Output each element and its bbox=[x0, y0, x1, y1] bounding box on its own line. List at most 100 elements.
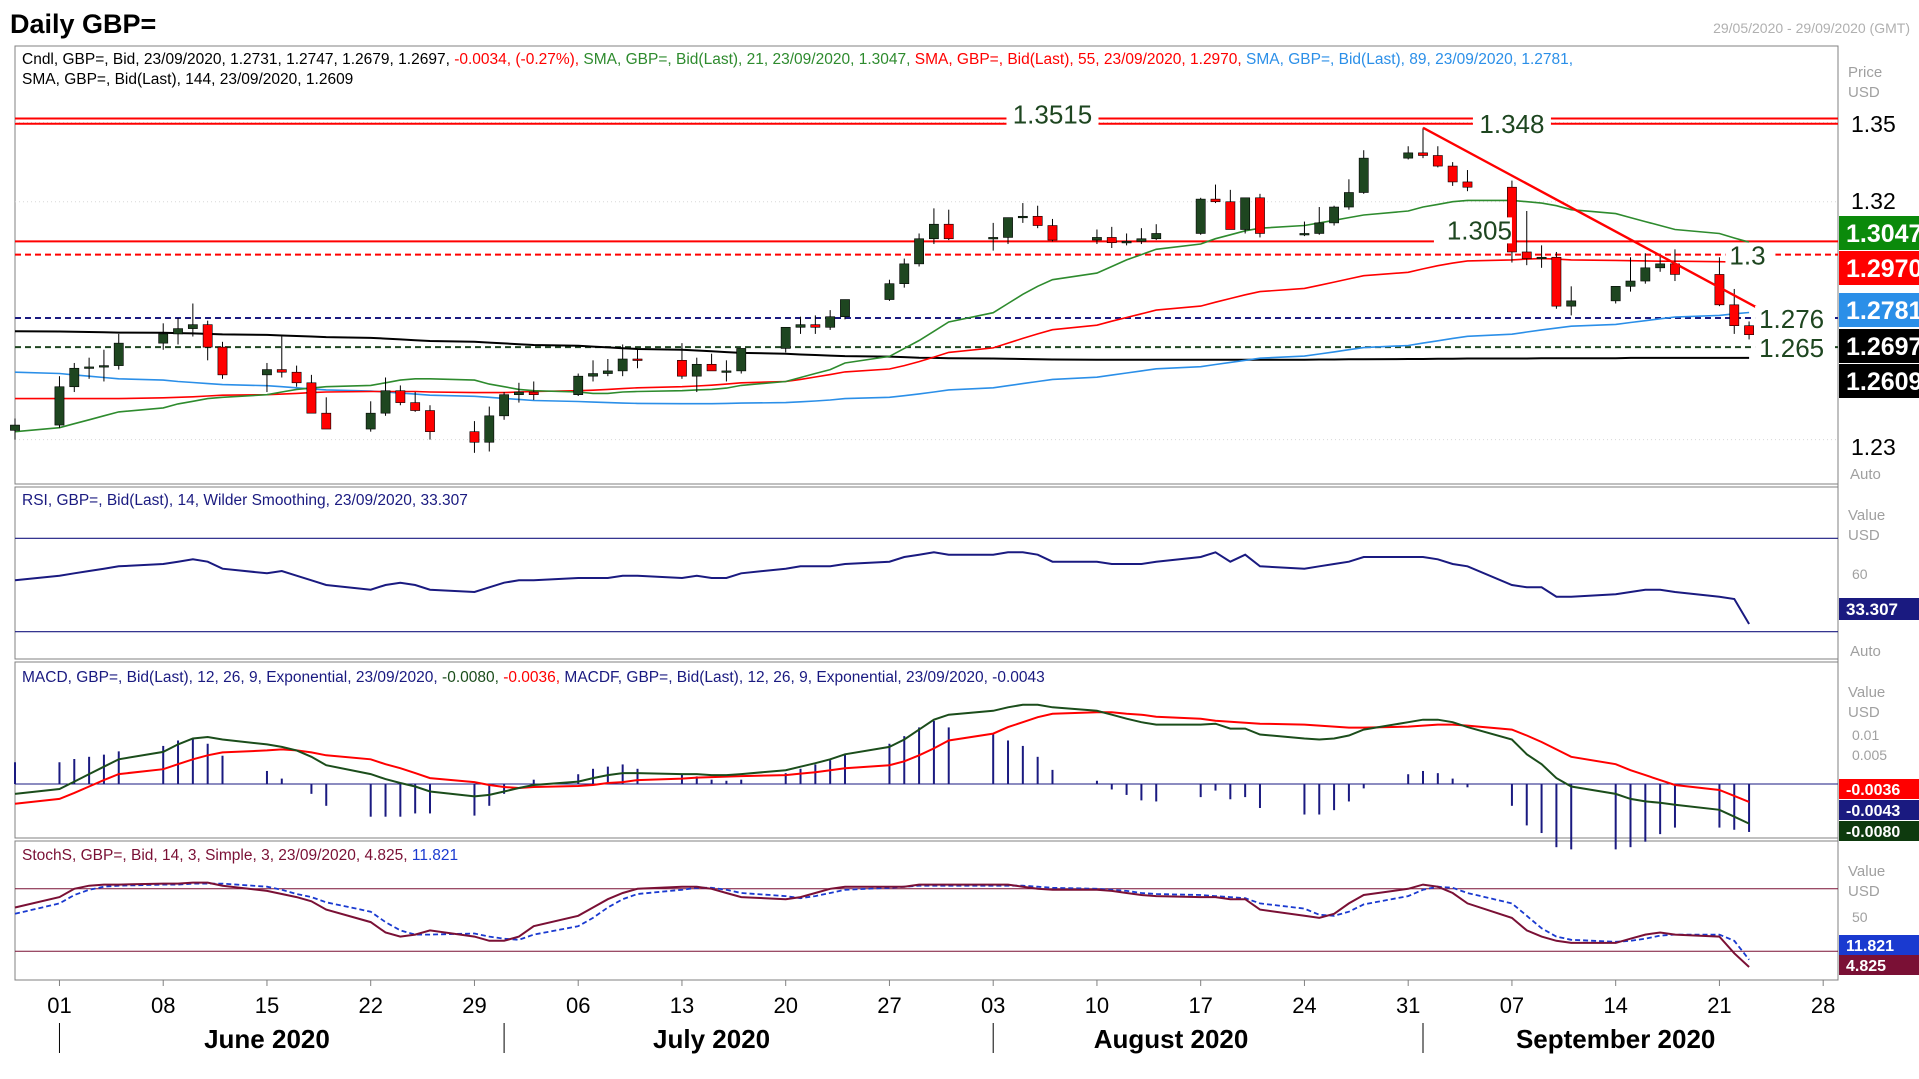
macd-badge--0.0036-bg bbox=[1839, 779, 1919, 799]
price-badge-1.3047: 1.3047 bbox=[1846, 220, 1919, 248]
candle-body bbox=[736, 348, 747, 372]
candle-body bbox=[10, 424, 20, 431]
macd-badge--0.0043-bg bbox=[1839, 800, 1919, 820]
stoch-axis-title-1: Value bbox=[1848, 863, 1885, 880]
candle-body bbox=[988, 237, 999, 240]
stochastic-series bbox=[14, 881, 1838, 968]
annotation-bg-4 bbox=[1755, 306, 1834, 333]
stoch-legend: StochS, GBP=, Bid, 14, 3, Simple, 3, 23/… bbox=[22, 847, 458, 864]
rsi-badge-value: 33.307 bbox=[1846, 600, 1898, 619]
price-badge-1.2609-bg bbox=[1839, 364, 1919, 398]
stoch-axis-title-2: USD bbox=[1848, 883, 1880, 900]
macd-signal-line bbox=[14, 711, 1750, 805]
macd-badge--0.0080: -0.0080 bbox=[1846, 824, 1900, 841]
price-tick-3: 1.23 bbox=[1851, 434, 1896, 460]
x-tick-label: 20 bbox=[773, 993, 797, 1018]
annotation-1.348: 1.348 bbox=[1479, 109, 1544, 139]
rsi-auto-label[interactable]: Auto bbox=[1850, 643, 1881, 660]
candle-body bbox=[291, 371, 302, 384]
price-legend-line-2: SMA, GBP=, Bid(Last), 144, 23/09/2020, 1… bbox=[22, 71, 353, 88]
candle-body bbox=[484, 415, 495, 443]
candle-body bbox=[1744, 325, 1754, 335]
price-grid bbox=[15, 121, 1838, 441]
candle-body bbox=[780, 326, 791, 349]
candle-body bbox=[425, 410, 435, 432]
legend-segment: SMA, GBP=, Bid(Last), 55, 23/09/2020, 1.… bbox=[915, 51, 1246, 68]
macd-badge--0.0036: -0.0036 bbox=[1846, 782, 1900, 799]
x-tick-label: 29 bbox=[462, 993, 486, 1018]
x-tick-label: 17 bbox=[1188, 993, 1212, 1018]
candle-body bbox=[1462, 181, 1473, 188]
x-tick-label: 22 bbox=[358, 993, 382, 1018]
legend-segment: 4.825, bbox=[365, 847, 412, 864]
candle-body bbox=[469, 431, 480, 443]
legend-segment: MACD, GBP=, Bid(Last), 12, 26, 9, Expone… bbox=[22, 669, 442, 686]
price-badge-1.2781-bg bbox=[1839, 293, 1919, 327]
value-badges: 1.3047 1.2970 1.2781 1.2697 1.2609 33.307 -0.0… bbox=[1839, 216, 1919, 975]
x-tick-label: 03 bbox=[981, 993, 1005, 1018]
month-label: August 2020 bbox=[1094, 1024, 1249, 1054]
price-legend-line-1: Cndl, GBP=, Bid, 23/09/2020, 1.2731, 1.2… bbox=[22, 51, 1573, 68]
candle-body bbox=[99, 365, 109, 368]
macd-axis-title-1: Value bbox=[1848, 684, 1885, 701]
candle-body bbox=[1521, 251, 1532, 259]
legend-segment: SMA, GBP=, Bid(Last), 89, 23/09/2020, 1.… bbox=[1246, 51, 1573, 68]
macd-badge--0.0080-bg bbox=[1839, 821, 1919, 841]
candle-body bbox=[884, 283, 895, 300]
candle-body bbox=[1047, 225, 1058, 241]
candle-body bbox=[1344, 192, 1354, 208]
candle-body bbox=[677, 360, 687, 377]
candle-body bbox=[840, 299, 850, 318]
month-label: September 2020 bbox=[1516, 1024, 1715, 1054]
candle-body bbox=[499, 394, 509, 417]
annotation-bg-1 bbox=[1472, 110, 1551, 137]
candle-body bbox=[1536, 256, 1547, 260]
x-tick-label: 08 bbox=[151, 993, 175, 1018]
support-resistance-levels bbox=[15, 117, 1838, 349]
candle-body bbox=[380, 390, 391, 414]
annotation-bg-2 bbox=[1433, 217, 1512, 244]
candle-body bbox=[899, 263, 910, 284]
legend-segment: StochS, GBP=, Bid, 14, 3, Simple, 3, 23/… bbox=[22, 847, 365, 864]
stoch-d-line bbox=[14, 882, 1750, 961]
candle-body bbox=[1447, 165, 1458, 183]
candle-body bbox=[1255, 197, 1265, 234]
candle-body bbox=[528, 391, 539, 395]
candle-body bbox=[914, 238, 924, 265]
stoch-badge-4.825: 4.825 bbox=[1846, 958, 1886, 975]
legend-segment: -0.0034, (-0.27%), bbox=[454, 51, 583, 68]
candle-body bbox=[825, 316, 836, 328]
x-tick-label: 07 bbox=[1500, 993, 1524, 1018]
macd-legend: MACD, GBP=, Bid(Last), 12, 26, 9, Expone… bbox=[22, 669, 1045, 686]
x-tick-label: 27 bbox=[877, 993, 901, 1018]
price-auto-label[interactable]: Auto bbox=[1850, 466, 1881, 483]
price-axis-title-2: USD bbox=[1848, 84, 1880, 101]
candle-body bbox=[795, 324, 806, 328]
candle-body bbox=[929, 223, 939, 240]
macd-tick-0.01: 0.01 bbox=[1852, 727, 1879, 743]
annotation-1.276: 1.276 bbox=[1759, 304, 1824, 334]
candle-body bbox=[617, 358, 628, 372]
trendline bbox=[1422, 126, 1780, 321]
candle-body bbox=[321, 412, 332, 430]
candle-body bbox=[706, 363, 717, 372]
candle-body bbox=[1032, 215, 1043, 226]
candle-body bbox=[588, 373, 598, 377]
candle-body bbox=[113, 342, 124, 366]
candle-body bbox=[1625, 280, 1636, 287]
sma55-line bbox=[15, 257, 1750, 400]
annotation-bg-3 bbox=[1725, 242, 1776, 269]
macd-axis-title-2: USD bbox=[1848, 704, 1880, 721]
rsi-legend: RSI, GBP=, Bid(Last), 14, Wilder Smoothi… bbox=[22, 492, 468, 509]
legend-segment: Cndl, GBP=, Bid, 23/09/2020, 1.2731, 1.2… bbox=[22, 51, 454, 68]
legend-segment: 11.821 bbox=[412, 847, 458, 864]
x-tick-label: 24 bbox=[1292, 993, 1316, 1018]
candle-body bbox=[1403, 152, 1414, 159]
x-tick-label: 06 bbox=[566, 993, 590, 1018]
price-badge-1.2609: 1.2609 bbox=[1846, 368, 1919, 396]
x-tick-label: 15 bbox=[255, 993, 279, 1018]
candle-body bbox=[721, 370, 732, 373]
x-tick-label: 28 bbox=[1811, 993, 1835, 1018]
legend-segment: MACDF, GBP=, Bid(Last), 12, 26, 9, Expon… bbox=[564, 669, 1044, 686]
